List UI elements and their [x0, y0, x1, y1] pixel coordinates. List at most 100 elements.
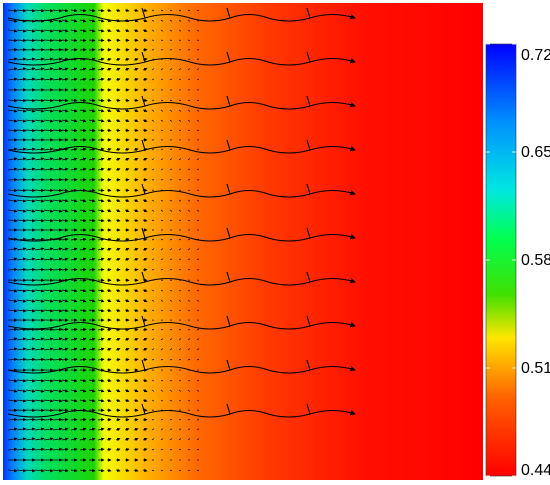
- velocity-vector: [34, 147, 45, 151]
- velocity-vector: [151, 348, 155, 351]
- velocity-vector: [79, 247, 87, 251]
- velocity-vector: [142, 198, 148, 203]
- velocity-vector: [151, 168, 155, 171]
- velocity-vector: [124, 28, 130, 33]
- velocity-vector: [106, 328, 112, 332]
- velocity-vector: [52, 309, 63, 313]
- velocity-vector: [61, 437, 69, 441]
- velocity-vector: [97, 288, 105, 293]
- velocity-vector: [61, 119, 69, 123]
- velocity-vector: [178, 68, 182, 71]
- velocity-vector: [187, 58, 191, 61]
- velocity-vector: [79, 19, 87, 23]
- velocity-vector: [151, 289, 155, 292]
- streamline: [7, 95, 356, 110]
- velocity-vector: [151, 248, 155, 251]
- velocity-vector: [133, 288, 139, 293]
- velocity-vector: [7, 57, 18, 61]
- velocity-vector: [16, 437, 27, 441]
- velocity-vector: [88, 299, 96, 303]
- velocity-vector: [88, 427, 96, 432]
- velocity-vector: [196, 99, 200, 102]
- velocity-vector: [88, 8, 96, 13]
- velocity-vector: [7, 447, 18, 452]
- velocity-vector: [187, 448, 191, 451]
- velocity-vector: [34, 218, 45, 223]
- velocity-vector: [115, 247, 121, 252]
- streamlines: [7, 7, 356, 418]
- velocity-vector: [142, 77, 148, 82]
- velocity-vector: [178, 168, 182, 171]
- velocity-vector: [115, 218, 121, 222]
- velocity-vector: [187, 39, 191, 41]
- velocity-vector: [25, 299, 36, 303]
- velocity-vector: [133, 57, 139, 62]
- velocity-vector: [25, 417, 36, 422]
- velocity-vector: [97, 447, 105, 452]
- velocity-vector: [196, 269, 200, 271]
- velocity-vector: [196, 399, 200, 402]
- velocity-vector: [16, 257, 27, 261]
- velocity-vector: [142, 167, 148, 172]
- velocity-vector: [16, 38, 27, 43]
- velocity-vector: [52, 98, 63, 103]
- velocity-vector: [124, 208, 130, 213]
- velocity-vector: [142, 28, 148, 33]
- velocity-vector: [70, 437, 78, 441]
- velocity-vector: [52, 167, 63, 171]
- velocity-vector: [34, 188, 45, 193]
- velocity-vector: [196, 68, 200, 71]
- velocity-vector: [178, 189, 182, 191]
- velocity-vector: [178, 258, 182, 261]
- velocity-vector: [43, 128, 54, 133]
- velocity-vector: [7, 29, 18, 33]
- velocity-vector: [52, 247, 63, 251]
- velocity-vector: [133, 77, 139, 82]
- velocity-vector: [52, 399, 63, 403]
- velocity-vector: [169, 119, 173, 122]
- velocity-vector: [52, 417, 63, 422]
- velocity-vector: [79, 167, 87, 172]
- streamline: [7, 359, 356, 374]
- velocity-vector: [187, 269, 191, 271]
- velocity-vector: [97, 389, 105, 393]
- velocity-vector: [88, 389, 96, 393]
- velocity-vector: [169, 158, 173, 161]
- velocity-vector: [43, 357, 54, 362]
- velocity-vector: [169, 238, 173, 241]
- velocity-vector: [70, 38, 78, 43]
- velocity-vector: [151, 109, 155, 112]
- velocity-vector: [79, 128, 87, 133]
- velocity-vector: [61, 98, 69, 103]
- velocity-vector: [115, 118, 121, 123]
- velocity-vector: [7, 299, 18, 303]
- velocity-vector: [115, 77, 121, 82]
- colorbar-tick-label: 0.58: [521, 252, 550, 269]
- velocity-vector: [7, 247, 18, 251]
- velocity-vector: [25, 257, 36, 261]
- velocity-vector: [79, 98, 87, 103]
- velocity-vector: [106, 218, 112, 222]
- velocity-vector: [196, 258, 200, 261]
- velocity-vector: [196, 438, 200, 441]
- velocity-vector: [61, 347, 69, 351]
- velocity-vector: [43, 157, 54, 161]
- velocity-vector: [187, 109, 191, 112]
- velocity-vector: [178, 148, 182, 151]
- velocity-vector: [196, 328, 200, 331]
- velocity-vector: [34, 357, 45, 362]
- velocity-vector: [142, 358, 148, 362]
- velocity-vector: [43, 427, 54, 431]
- velocity-vector: [79, 288, 87, 293]
- velocity-vector: [43, 77, 54, 81]
- velocity-vector: [142, 8, 148, 12]
- velocity-vector: [106, 98, 112, 102]
- velocity-vector: [106, 128, 112, 132]
- velocity-vector: [97, 378, 105, 383]
- velocity-vector: [16, 67, 27, 71]
- velocity-vector: [52, 327, 63, 332]
- velocity-vector: [25, 188, 36, 193]
- velocity-vector: [52, 299, 63, 303]
- velocity-vector: [25, 199, 36, 203]
- velocity-vector: [79, 378, 87, 383]
